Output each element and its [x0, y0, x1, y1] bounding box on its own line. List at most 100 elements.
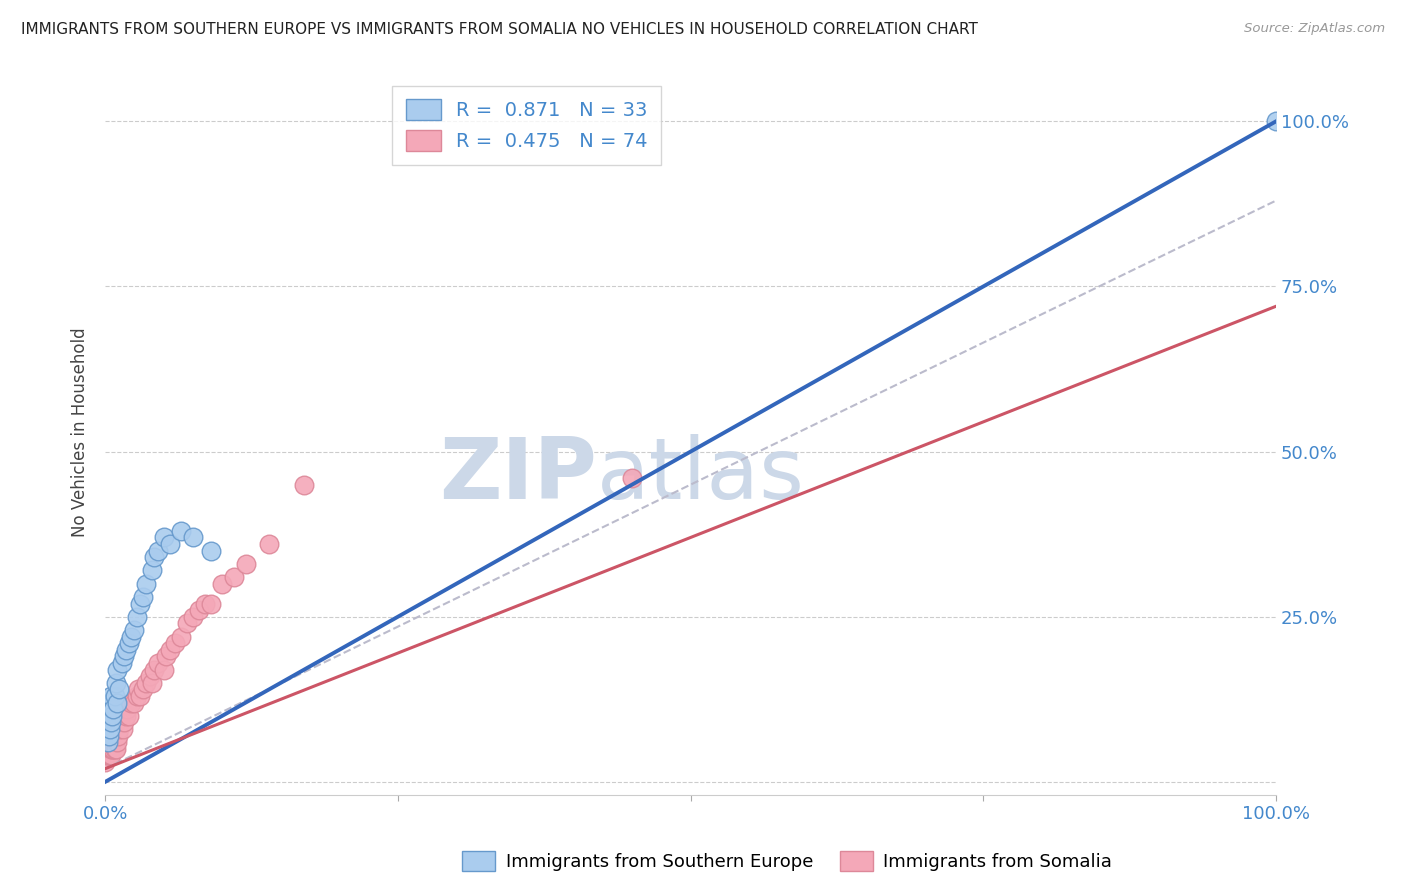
Point — [97, 729, 120, 743]
Point — [104, 675, 127, 690]
Point — [96, 735, 118, 749]
Point — [103, 715, 125, 730]
Point — [103, 741, 125, 756]
Point — [110, 708, 132, 723]
Point — [115, 708, 138, 723]
Point — [131, 682, 153, 697]
Point — [98, 722, 121, 736]
Point — [101, 741, 124, 756]
Point — [200, 597, 222, 611]
Point — [129, 597, 152, 611]
Point — [170, 524, 193, 538]
Point — [135, 675, 157, 690]
Point — [96, 748, 118, 763]
Point — [96, 715, 118, 730]
Point — [98, 696, 121, 710]
Point — [152, 531, 174, 545]
Point — [117, 702, 139, 716]
Point — [115, 642, 138, 657]
Point — [125, 689, 148, 703]
Point — [159, 537, 181, 551]
Point — [138, 669, 160, 683]
Point — [100, 689, 122, 703]
Point — [98, 735, 121, 749]
Text: IMMIGRANTS FROM SOUTHERN EUROPE VS IMMIGRANTS FROM SOMALIA NO VEHICLES IN HOUSEH: IMMIGRANTS FROM SOUTHERN EUROPE VS IMMIG… — [21, 22, 979, 37]
Point — [211, 576, 233, 591]
Point — [105, 722, 128, 736]
Point — [94, 741, 117, 756]
Point — [100, 729, 122, 743]
Point — [103, 715, 125, 730]
Point — [98, 722, 121, 736]
Point — [181, 531, 204, 545]
Legend: Immigrants from Southern Europe, Immigrants from Somalia: Immigrants from Southern Europe, Immigra… — [456, 844, 1119, 879]
Point — [100, 741, 122, 756]
Point — [101, 722, 124, 736]
Point — [96, 708, 118, 723]
Point — [110, 656, 132, 670]
Point — [131, 590, 153, 604]
Point — [112, 649, 135, 664]
Text: atlas: atlas — [598, 434, 804, 516]
Point — [135, 576, 157, 591]
Point — [141, 675, 163, 690]
Point — [97, 741, 120, 756]
Legend: R =  0.871   N = 33, R =  0.475   N = 74: R = 0.871 N = 33, R = 0.475 N = 74 — [392, 86, 661, 165]
Point — [181, 609, 204, 624]
Point — [100, 715, 122, 730]
Point — [101, 735, 124, 749]
Point — [152, 663, 174, 677]
Point — [108, 722, 131, 736]
Point — [94, 722, 117, 736]
Point — [97, 708, 120, 723]
Point — [235, 557, 257, 571]
Point — [141, 564, 163, 578]
Point — [97, 715, 120, 730]
Text: ZIP: ZIP — [439, 434, 598, 516]
Point — [103, 729, 125, 743]
Point — [127, 682, 149, 697]
Point — [96, 741, 118, 756]
Point — [105, 663, 128, 677]
Point — [103, 702, 125, 716]
Point — [96, 748, 118, 763]
Point — [98, 708, 121, 723]
Point — [97, 748, 120, 763]
Point — [100, 748, 122, 763]
Point — [117, 708, 139, 723]
Point — [159, 642, 181, 657]
Point — [120, 696, 142, 710]
Point — [105, 735, 128, 749]
Point — [200, 543, 222, 558]
Point — [104, 715, 127, 730]
Point — [103, 741, 125, 756]
Point — [105, 696, 128, 710]
Point — [165, 636, 187, 650]
Point — [105, 702, 128, 716]
Point — [155, 649, 177, 664]
Point — [146, 656, 169, 670]
Point — [104, 741, 127, 756]
Point — [111, 722, 134, 736]
Point — [257, 537, 280, 551]
Point — [96, 729, 118, 743]
Point — [108, 682, 131, 697]
Text: Source: ZipAtlas.com: Source: ZipAtlas.com — [1244, 22, 1385, 36]
Point — [143, 550, 166, 565]
Point — [146, 543, 169, 558]
Point — [94, 755, 117, 769]
Point — [222, 570, 245, 584]
Point — [110, 715, 132, 730]
Point — [129, 689, 152, 703]
Point — [97, 729, 120, 743]
Point — [292, 477, 315, 491]
Point — [103, 729, 125, 743]
Point — [112, 715, 135, 730]
Point — [100, 708, 122, 723]
Point — [96, 729, 118, 743]
Point — [125, 609, 148, 624]
Point — [120, 630, 142, 644]
Point — [107, 729, 129, 743]
Point — [187, 603, 209, 617]
Point — [176, 616, 198, 631]
